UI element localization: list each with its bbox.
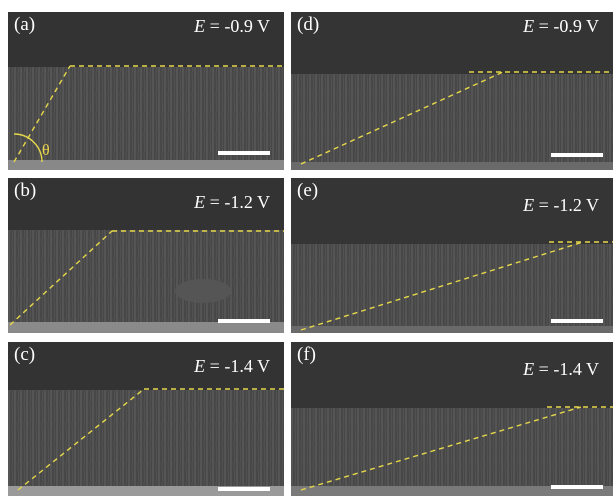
guide-line-slope-f [300,406,582,491]
scale-bar-e [551,319,603,323]
panel-b: (b) E = -1.2 V [8,178,284,333]
panel-label-a: (a) [14,14,36,35]
sem-image-d [291,12,613,170]
panel-f: (f) E = -1.4 V [291,342,613,496]
scale-bar-f [551,485,603,489]
potential-label-f: E = -1.4 V [523,359,599,379]
potential-label-a: E = -0.9 V [194,16,270,36]
potential-label-b: E = -1.2 V [194,192,270,212]
potential-label-c: E = -1.4 V [194,356,270,376]
sem-image-b [8,178,284,333]
panel-label-d: (d) [297,14,320,35]
panel-a: (a) E = -0.9 V θ [8,12,284,170]
sem-image-a [8,12,284,170]
guide-line-slope-d [300,71,504,165]
theta-label: θ [42,142,50,159]
panel-d: (d) E = -0.9 V [291,12,613,170]
sem-image-f [291,342,613,496]
potential-label-d: E = -0.9 V [523,16,599,36]
scale-bar-c [218,487,270,491]
panel-label-c: (c) [14,344,36,365]
scale-bar-b [218,319,270,323]
panel-e: (e) E = -1.2 V [291,178,613,333]
sem-image-c [8,342,284,496]
panel-label-f: (f) [297,344,316,365]
guide-line-slope-a [13,65,71,163]
guide-line-slope-e [300,241,584,331]
panel-label-e: (e) [297,180,319,201]
scale-bar-d [551,153,603,157]
scale-bar-a [218,151,270,155]
panel-c: (c) E = -1.4 V [8,342,284,496]
sem-image-e [291,178,613,333]
potential-label-e: E = -1.2 V [523,195,599,215]
panel-label-b: (b) [14,180,37,201]
angle-arc-a [13,133,43,163]
